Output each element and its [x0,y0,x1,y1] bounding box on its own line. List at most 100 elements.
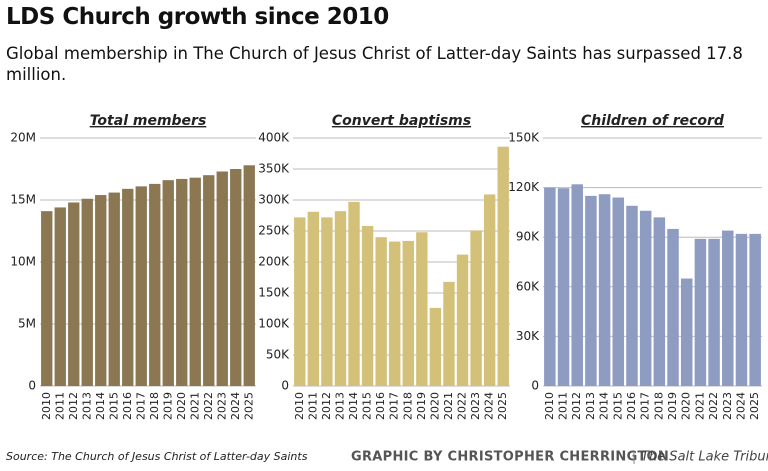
x-tick-label: 2017 [134,392,147,420]
x-tick-label: 2012 [320,392,333,420]
x-tick-label: 2013 [80,392,93,420]
bar [470,230,482,386]
source: Source: The Church of Jesus Christ of La… [6,450,308,463]
bar [571,184,583,386]
bar [653,217,666,386]
bar [722,230,734,386]
x-tick-label: 2011 [557,392,570,420]
bar [749,233,761,386]
y-tick-label: 90K [516,230,540,244]
credit: GRAPHIC BY CHRISTOPHER CHERRINGTON [351,450,669,465]
x-tick-label: 2016 [374,392,387,420]
x-tick-label: 2017 [388,392,401,420]
bar [585,195,597,386]
panel-title: Convert baptisms [332,113,471,129]
bar [626,205,638,386]
y-tick-label: 120K [508,180,540,194]
bar [639,210,652,386]
x-tick-label: 2019 [666,392,679,420]
y-tick-label: 100K [258,317,290,331]
x-tick-label: 2011 [306,392,319,420]
y-tick-label: 150K [508,131,540,145]
bar [95,195,107,386]
y-tick-label: 350K [258,162,290,176]
x-tick-label: 2014 [598,392,611,420]
x-tick-label: 2014 [347,392,360,420]
x-tick-label: 2014 [94,392,107,420]
bar [402,240,414,386]
bar [307,211,320,386]
bar [667,228,679,386]
bar [443,281,455,386]
x-tick-label: 2013 [584,392,597,420]
x-tick-label: 2010 [543,392,556,420]
x-tick-label: 2020 [680,392,693,420]
x-tick-label: 2022 [202,392,215,420]
x-tick-label: 2019 [415,392,428,420]
bar [81,198,93,386]
x-tick-label: 2025 [242,392,255,420]
y-tick-label: 200K [258,255,290,269]
bar [612,197,625,386]
x-tick-label: 2015 [361,392,374,420]
x-tick-label: 2022 [456,392,469,420]
y-tick-label: 0 [281,379,289,393]
bar [557,188,570,386]
x-tick-label: 2012 [67,392,80,420]
x-tick-label: 2015 [107,392,120,420]
bar [108,192,120,386]
bar [216,171,228,386]
x-tick-label: 2010 [293,392,306,420]
x-tick-label: 2025 [496,392,509,420]
bar [735,233,748,386]
x-tick-label: 2018 [652,392,665,420]
bar [135,186,147,386]
y-tick-label: 10M [10,255,36,269]
x-tick-label: 2013 [333,392,346,420]
y-tick-label: 300K [258,193,290,207]
x-tick-label: 2021 [442,392,455,420]
x-tick-label: 2019 [161,392,174,420]
y-tick-label: 0 [28,379,36,393]
bar [230,169,242,386]
y-tick-label: 50K [266,348,290,362]
x-tick-label: 2022 [707,392,720,420]
x-tick-label: 2018 [401,392,414,420]
x-tick-label: 2020 [175,392,188,420]
bar [389,241,401,386]
bar [243,165,255,386]
y-tick-label: 5M [18,317,36,331]
bar [68,202,80,386]
x-tick-label: 2023 [469,392,482,420]
publication: The Salt Lake Tribune [641,450,768,465]
bar [680,278,693,386]
bar [334,211,347,386]
x-tick-label: 2020 [428,392,441,420]
bar [429,307,442,386]
bar [54,207,66,386]
title: LDS Church growth since 2010 [6,4,389,30]
x-tick-label: 2024 [483,392,496,420]
x-tick-label: 2024 [229,392,242,420]
bar [361,226,374,386]
bar [122,188,134,386]
y-tick-label: 60K [516,279,540,293]
bar [162,180,174,386]
x-tick-label: 2016 [121,392,134,420]
y-tick-label: 400K [258,131,290,145]
x-tick-label: 2025 [748,392,761,420]
x-tick-label: 2023 [215,392,228,420]
x-tick-label: 2012 [570,392,583,420]
bar [189,177,201,386]
bar [149,183,161,386]
x-tick-label: 2016 [625,392,638,420]
y-tick-label: 30K [516,329,540,343]
bar [375,237,387,386]
panel-title: Children of record [581,113,725,129]
x-tick-label: 2024 [734,392,747,420]
x-tick-label: 2018 [148,392,161,420]
y-tick-label: 250K [258,224,290,238]
bar [294,217,306,386]
